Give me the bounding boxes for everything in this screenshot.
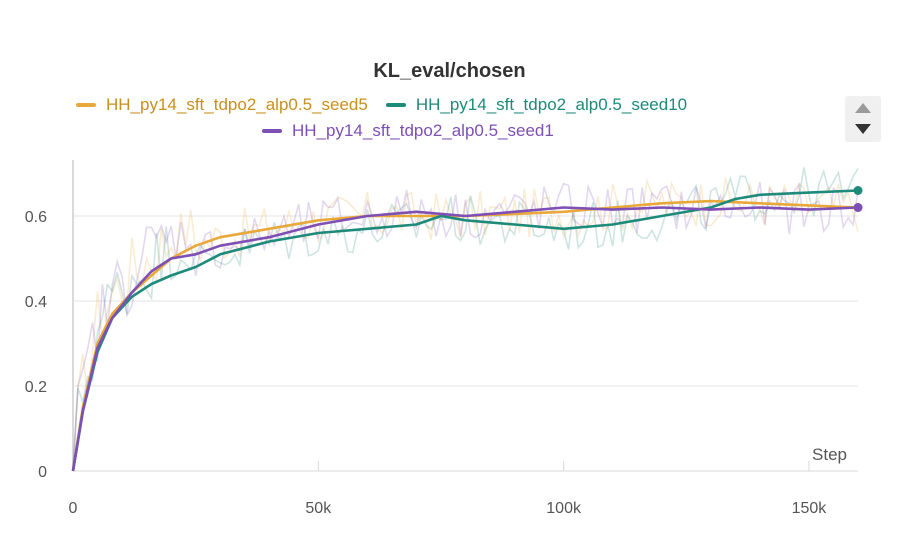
triangle-down-icon[interactable]: [855, 124, 871, 134]
x-tick-label: 0: [69, 500, 78, 517]
legend-row: HH_py14_sft_tdpo2_alp0.5_seed1: [262, 121, 572, 141]
legend-label-seed10: HH_py14_sft_tdpo2_alp0.5_seed10: [415, 95, 688, 114]
legend-swatch-seed5: [76, 103, 96, 107]
x-tick-label: 100k: [546, 500, 582, 517]
raw-trace-3: [72, 181, 859, 472]
x-axis-label: Step: [812, 445, 847, 464]
legend-item-seed10[interactable]: HH_py14_sft_tdpo2_alp0.5_seed10: [385, 95, 688, 115]
y-tick-label: 0.6: [25, 209, 47, 226]
raw-trace-2: [72, 167, 859, 472]
legend-label-seed5: HH_py14_sft_tdpo2_alp0.5_seed5: [106, 95, 368, 114]
x-tick-label: 50k: [305, 500, 332, 517]
y-tick-label: 0: [38, 464, 47, 481]
legend-swatch-seed10: [385, 103, 406, 107]
legend-row: HH_py14_sft_tdpo2_alp0.5_seed5 HH_py14_s…: [76, 95, 705, 115]
legend-swatch-seed1: [262, 129, 282, 133]
chart-title: KL_eval/chosen: [373, 60, 526, 82]
triangle-up-icon[interactable]: [855, 103, 871, 113]
series-line-2: [71, 189, 859, 472]
y-tick-label: 0.2: [25, 379, 47, 396]
series-end-point-2: [853, 186, 863, 195]
series-end-point-3: [853, 203, 863, 212]
legend-item-seed5[interactable]: HH_py14_sft_tdpo2_alp0.5_seed5: [76, 95, 368, 115]
legend-label-seed1: HH_py14_sft_tdpo2_alp0.5_seed1: [292, 121, 554, 140]
series-line-3: [71, 206, 859, 472]
legend-scroll-control: [845, 96, 881, 142]
y-tick-label: 0.4: [25, 294, 47, 311]
x-tick-label: 150k: [792, 500, 828, 517]
legend-item-seed1[interactable]: HH_py14_sft_tdpo2_alp0.5_seed1: [262, 121, 554, 141]
raw-trace-1: [72, 177, 859, 472]
series-line-1: [71, 199, 859, 472]
